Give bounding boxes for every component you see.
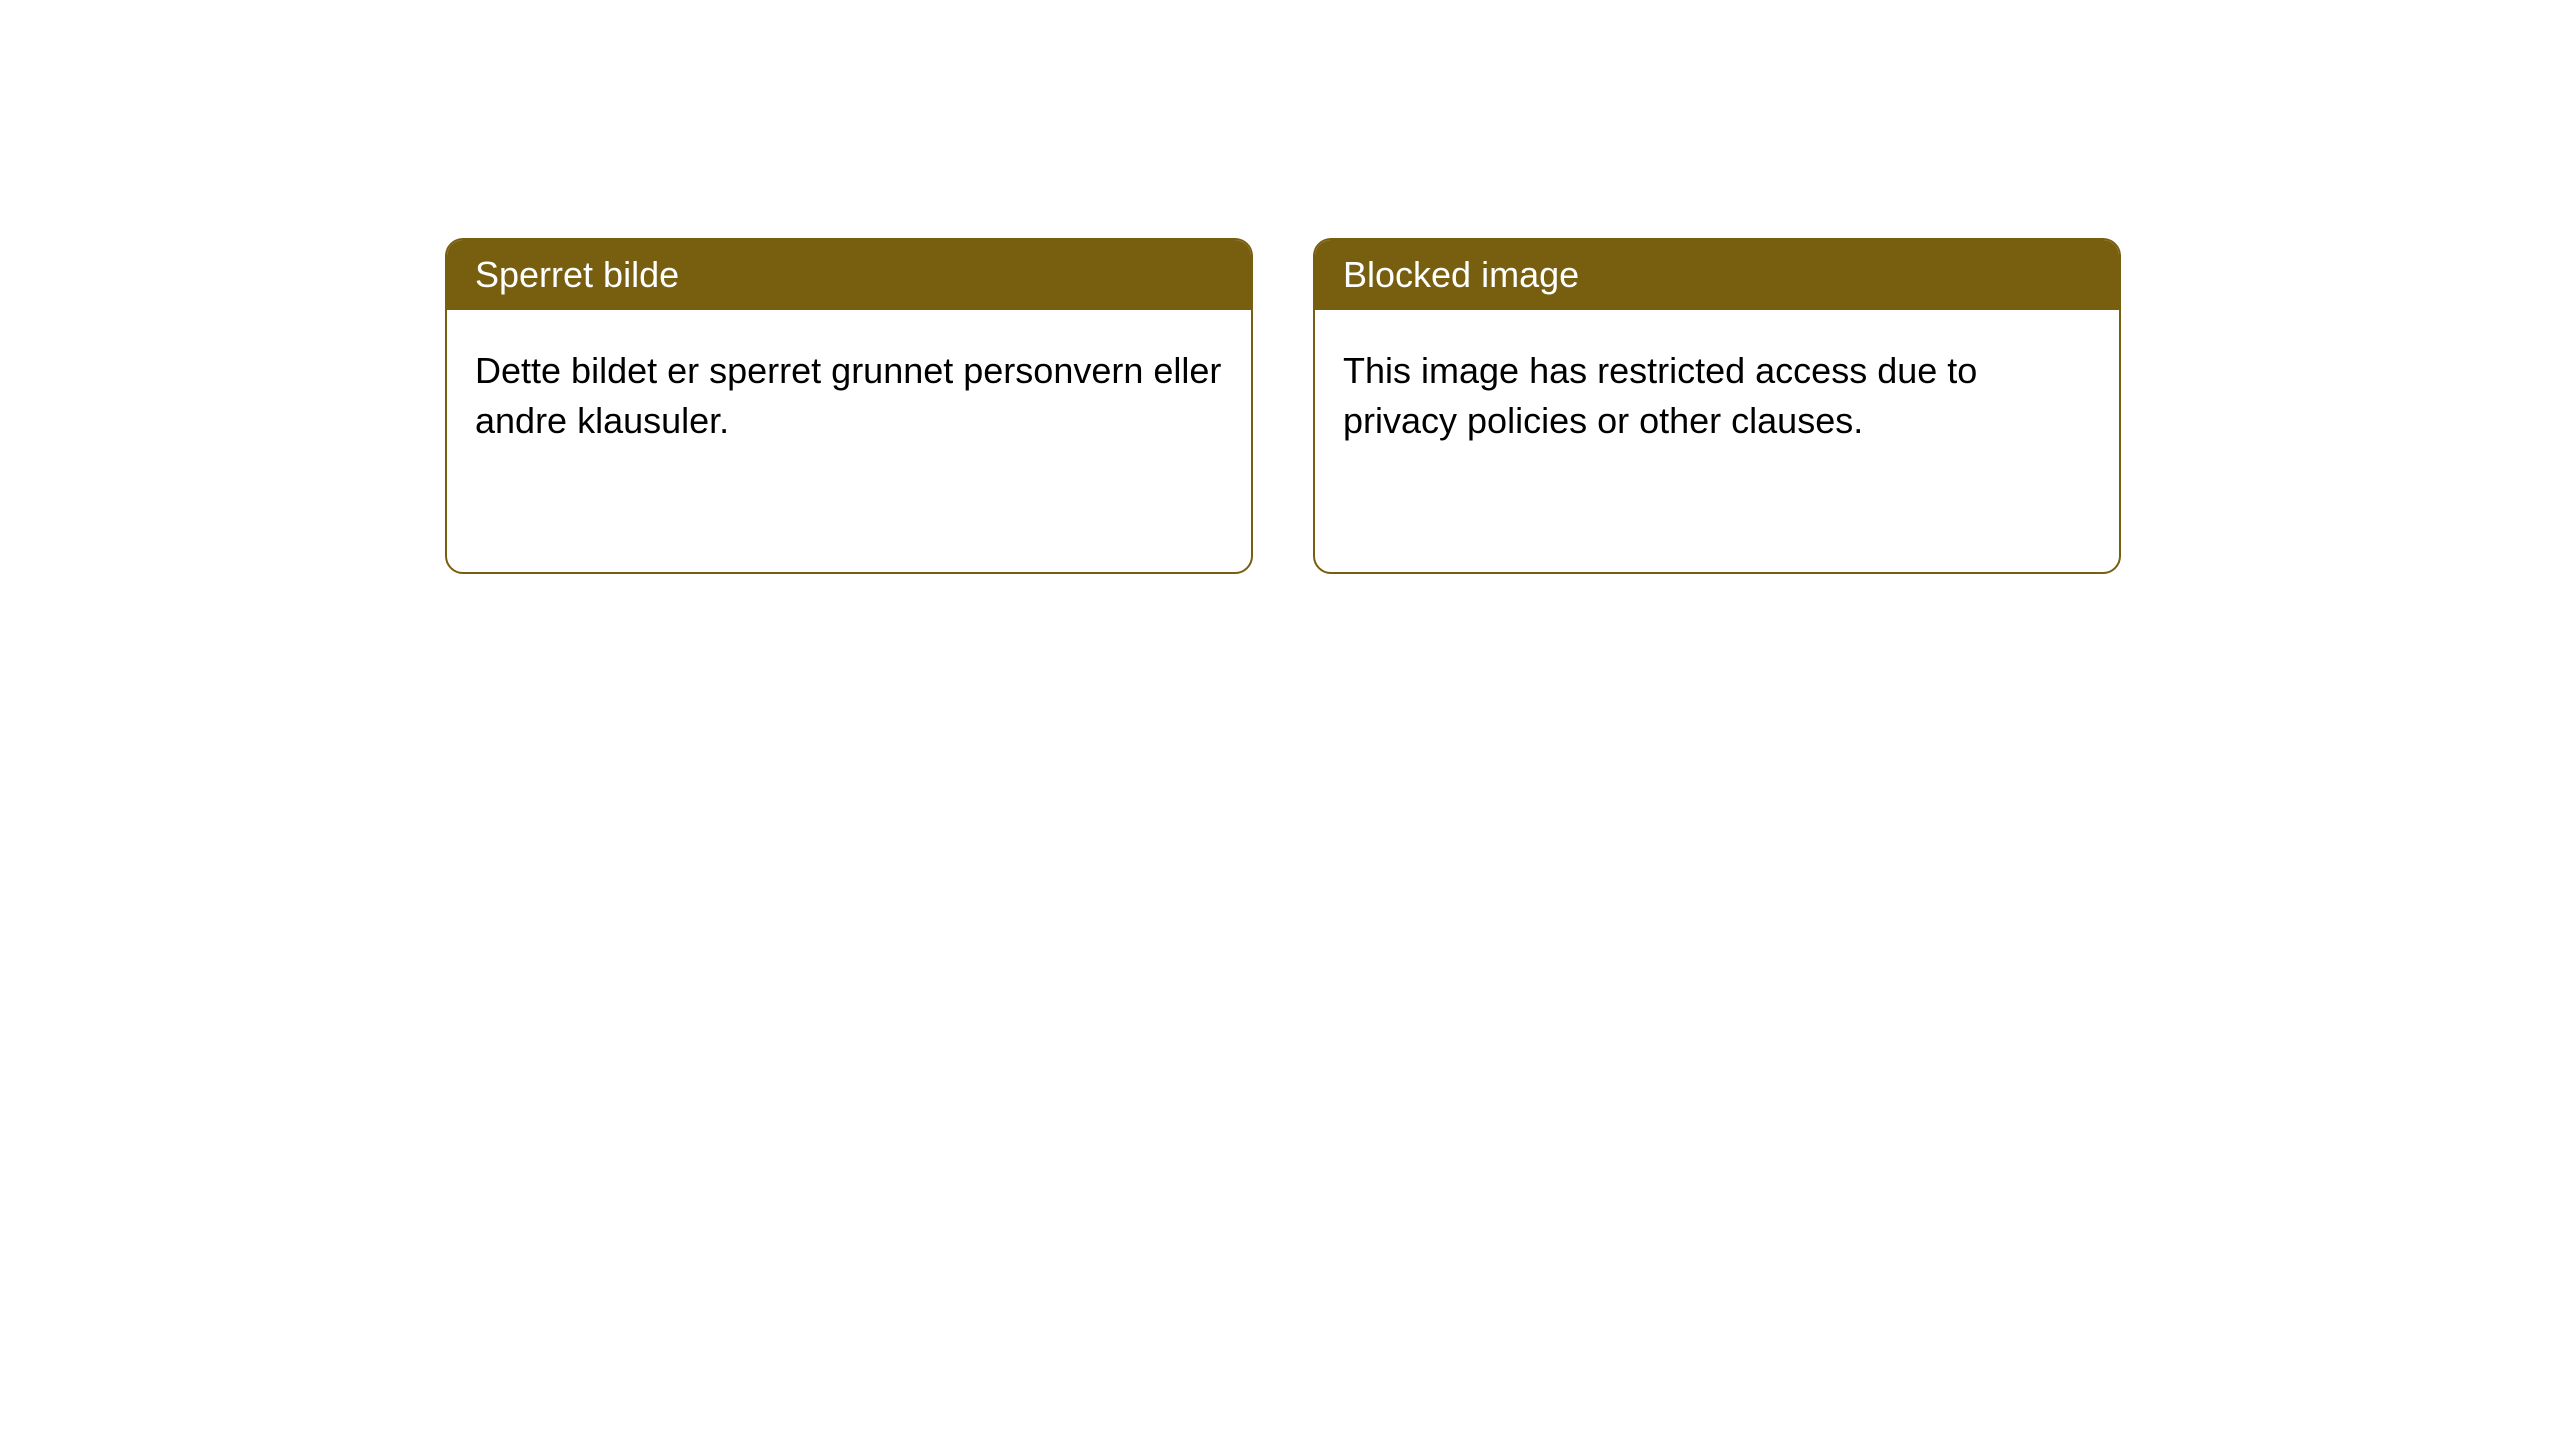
notice-card-body: This image has restricted access due to … xyxy=(1315,310,2119,483)
notice-card-title: Blocked image xyxy=(1315,240,2119,310)
notice-cards-container: Sperret bilde Dette bildet er sperret gr… xyxy=(0,0,2560,574)
notice-card-norwegian: Sperret bilde Dette bildet er sperret gr… xyxy=(445,238,1253,574)
notice-card-title: Sperret bilde xyxy=(447,240,1251,310)
notice-card-english: Blocked image This image has restricted … xyxy=(1313,238,2121,574)
notice-card-body: Dette bildet er sperret grunnet personve… xyxy=(447,310,1251,483)
